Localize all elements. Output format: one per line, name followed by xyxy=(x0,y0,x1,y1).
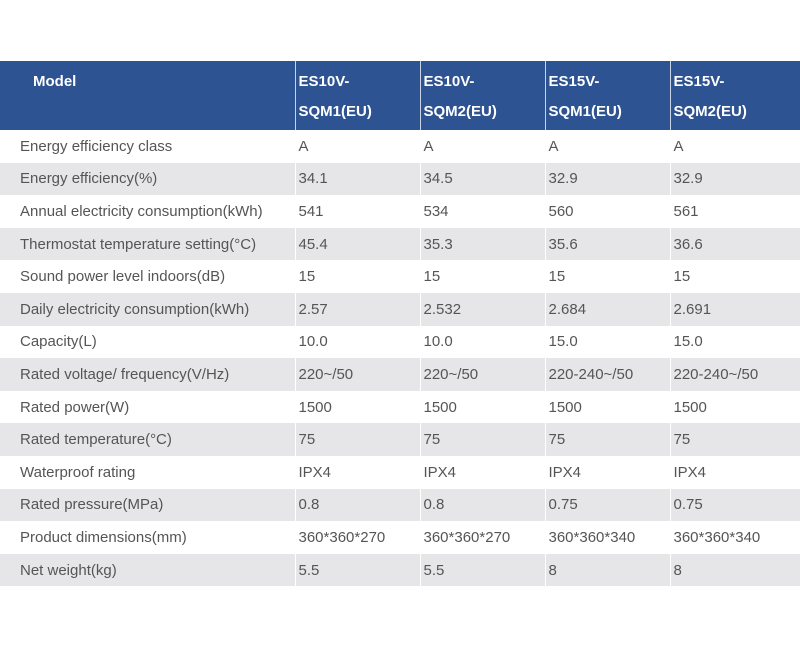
cell-value: IPX4 xyxy=(544,455,670,489)
model-name-line: SQM2(EU) xyxy=(423,103,497,120)
cell-value: 75 xyxy=(544,423,670,456)
cell-value: A xyxy=(294,130,420,163)
cell-value: 36.6 xyxy=(669,227,800,261)
model-header: Model xyxy=(0,61,295,130)
row-label: Rated voltage/ frequency(V/Hz) xyxy=(0,358,295,391)
cell-value: 360*360*270 xyxy=(419,521,545,554)
cell-value: 15 xyxy=(294,260,420,293)
cell-value: 10.0 xyxy=(294,325,420,359)
cell-value: 75 xyxy=(669,423,800,456)
row-label: Net weight(kg) xyxy=(0,553,295,587)
row-label: Product dimensions(mm) xyxy=(0,521,295,554)
cell-value: 2.691 xyxy=(669,292,800,326)
row-label: Annual electricity consumption(kWh) xyxy=(0,195,295,228)
table-row: Energy efficiency(%) 34.1 34.5 32.9 32.9 xyxy=(0,162,800,196)
model-name-line: SQM2(EU) xyxy=(673,103,747,120)
table-row: Sound power level indoors(dB) 15 15 15 15 xyxy=(0,260,800,293)
cell-value: 0.75 xyxy=(669,488,800,522)
model-name-line: ES15V- xyxy=(673,73,725,90)
cell-value: 541 xyxy=(294,195,420,228)
model-name-line: SQM1(EU) xyxy=(298,103,372,120)
cell-value: 360*360*270 xyxy=(294,521,420,554)
cell-value: 8 xyxy=(544,553,670,587)
cell-value: 10.0 xyxy=(419,325,545,359)
cell-value: 15 xyxy=(669,260,800,293)
table-row: Thermostat temperature setting(°C) 45.4 35… xyxy=(0,227,800,261)
cell-value: 75 xyxy=(294,423,420,456)
cell-value: 2.57 xyxy=(294,292,420,326)
cell-value: 560 xyxy=(544,195,670,228)
table-row: Waterproof rating IPX4 IPX4 IPX4 IPX4 xyxy=(0,455,800,489)
cell-value: 35.6 xyxy=(544,227,670,261)
model-column-header: ES15V- SQM2(EU) xyxy=(669,61,800,130)
table-row: Rated power(W) 1500 1500 1500 1500 xyxy=(0,390,800,424)
row-label: Capacity(L) xyxy=(0,325,295,359)
row-label: Sound power level indoors(dB) xyxy=(0,260,295,293)
table-row: Net weight(kg) 5.5 5.5 8 8 xyxy=(0,553,800,587)
spec-table: Model ES10V- SQM1(EU) ES10V- SQM2(EU) ES15V-… xyxy=(0,61,800,587)
cell-value: 75 xyxy=(419,423,545,456)
cell-value: 15.0 xyxy=(544,325,670,359)
cell-value: 220~/50 xyxy=(294,358,420,391)
model-name-line: ES10V- xyxy=(298,73,350,90)
header-row: Model ES10V- SQM1(EU) ES10V- SQM2(EU) ES15V-… xyxy=(0,61,800,130)
cell-value: 2.684 xyxy=(544,292,670,326)
row-label: Waterproof rating xyxy=(0,455,295,489)
cell-value: 45.4 xyxy=(294,227,420,261)
cell-value: 1500 xyxy=(294,390,420,424)
cell-value: 35.3 xyxy=(419,227,545,261)
cell-value: 15 xyxy=(419,260,545,293)
table-row: Product dimensions(mm) 360*360*270 360*36… xyxy=(0,521,800,554)
cell-value: 32.9 xyxy=(669,162,800,196)
row-label: Daily electricity consumption(kWh) xyxy=(0,292,295,326)
row-label: Energy efficiency(%) xyxy=(0,162,295,196)
cell-value: 8 xyxy=(669,553,800,587)
cell-value: IPX4 xyxy=(669,455,800,489)
table-row: Rated voltage/ frequency(V/Hz) 220~/50 220… xyxy=(0,358,800,391)
cell-value: 360*360*340 xyxy=(544,521,670,554)
cell-value: IPX4 xyxy=(294,455,420,489)
cell-value: 534 xyxy=(419,195,545,228)
cell-value: 5.5 xyxy=(419,553,545,587)
table-row: Rated pressure(MPa) 0.8 0.8 0.75 0.75 xyxy=(0,488,800,522)
cell-value: IPX4 xyxy=(419,455,545,489)
cell-value: 220-240~/50 xyxy=(544,358,670,391)
table-row: Annual electricity consumption(kWh) 541 53… xyxy=(0,195,800,228)
table-row: Capacity(L) 10.0 10.0 15.0 15.0 xyxy=(0,325,800,359)
cell-value: 1500 xyxy=(419,390,545,424)
cell-value: 5.5 xyxy=(294,553,420,587)
cell-value: 0.8 xyxy=(294,488,420,522)
cell-value: 32.9 xyxy=(544,162,670,196)
cell-value: 15.0 xyxy=(669,325,800,359)
row-label: Rated power(W) xyxy=(0,390,295,424)
model-column-header: ES10V- SQM1(EU) xyxy=(294,61,420,130)
cell-value: 34.5 xyxy=(419,162,545,196)
cell-value: 0.75 xyxy=(544,488,670,522)
cell-value: A xyxy=(544,130,670,163)
model-column-header: ES15V- SQM1(EU) xyxy=(544,61,670,130)
cell-value: 1500 xyxy=(544,390,670,424)
table-row: Daily electricity consumption(kWh) 2.57 2.… xyxy=(0,292,800,326)
row-label: Energy efficiency class xyxy=(0,130,295,163)
cell-value: A xyxy=(669,130,800,163)
model-name-line: ES15V- xyxy=(548,73,600,90)
cell-value: 220~/50 xyxy=(419,358,545,391)
cell-value: A xyxy=(419,130,545,163)
row-label: Rated pressure(MPa) xyxy=(0,488,295,522)
cell-value: 0.8 xyxy=(419,488,545,522)
table-row: Energy efficiency class A A A A xyxy=(0,130,800,163)
model-name-line: ES10V- xyxy=(423,73,475,90)
cell-value: 15 xyxy=(544,260,670,293)
row-label: Rated temperature(°C) xyxy=(0,423,295,456)
cell-value: 360*360*340 xyxy=(669,521,800,554)
row-label: Thermostat temperature setting(°C) xyxy=(0,227,295,261)
table-row: Rated temperature(°C) 75 75 75 75 xyxy=(0,423,800,456)
model-name-line: SQM1(EU) xyxy=(548,103,622,120)
cell-value: 34.1 xyxy=(294,162,420,196)
cell-value: 2.532 xyxy=(419,292,545,326)
cell-value: 561 xyxy=(669,195,800,228)
cell-value: 1500 xyxy=(669,390,800,424)
model-column-header: ES10V- SQM2(EU) xyxy=(419,61,545,130)
cell-value: 220-240~/50 xyxy=(669,358,800,391)
